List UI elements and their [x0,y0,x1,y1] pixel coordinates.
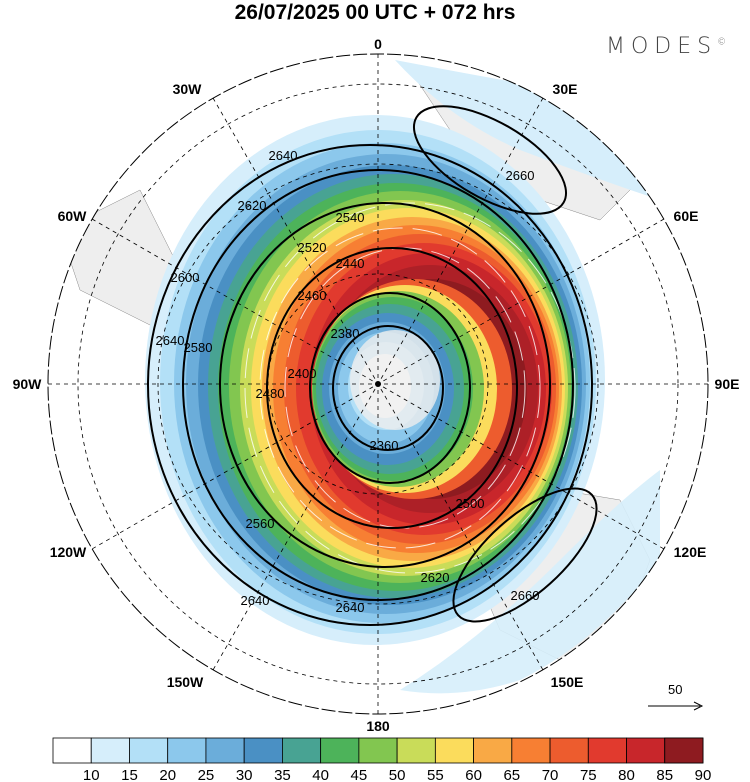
colorbar-swatch [358,737,398,764]
lon-label-90w: 90W [13,376,43,392]
lon-label-180: 180 [366,718,390,734]
contour-label: 2660 [506,168,535,183]
contour-label: 2380 [331,326,360,341]
colorbar-label: 20 [159,767,176,782]
colorbar-label: 40 [312,767,329,782]
contour-label: 2640 [241,593,270,608]
lon-label-120w: 120W [50,544,87,560]
contour-label: 2440 [336,256,365,271]
colorbar-swatch [167,737,207,764]
colorbar-swatch [320,737,360,764]
colorbar-swatch [511,737,551,764]
contour-label: 2580 [184,340,213,355]
colorbar-label: 80 [618,767,635,782]
reference-vector-arrowhead [693,701,704,711]
colorbar-swatch [587,737,627,764]
colorbar-swatch [549,737,589,764]
copyright-mark: © [717,37,727,48]
colorbar-label: 70 [542,767,559,782]
contour-label: 2560 [246,516,275,531]
lon-label-30e: 30E [553,81,578,97]
map-title: 26/07/2025 00 UTC + 072 hrs [234,1,516,24]
contour-label: 2640 [336,600,365,615]
contour-label: 2660 [511,588,540,603]
colorbar-swatch [282,737,322,764]
lon-label-150w: 150W [167,674,204,690]
colorbar-label: 75 [580,767,597,782]
lon-label-120e: 120E [674,544,707,560]
contour-label: 2400 [288,366,317,381]
streamline [259,227,541,549]
colorbar-label: 55 [427,767,444,782]
colorbar-label: 50 [389,767,406,782]
colorbar-swatch [626,737,666,764]
streamline [244,202,576,574]
contour-label: 2520 [298,240,327,255]
colorbar-swatch [129,737,169,764]
wind-band-australia-south [400,470,660,694]
colorbar: 10 15 20 25 30 35 40 45 50 55 60 65 70 75 80 85 90 [52,737,712,782]
contour-label: 2480 [256,386,285,401]
colorbar-swatch [243,737,283,764]
wind-band-africa-south [395,60,660,200]
map-disc [48,54,708,714]
pole-marker [375,381,381,387]
contour-label: 2540 [336,210,365,225]
colorbar-swatch [90,737,130,764]
colorbar-label: 15 [121,767,138,782]
colorbar-label: 45 [351,767,368,782]
lon-label-90e: 90E [715,376,740,392]
colorbar-swatch [664,737,704,764]
lon-label-0: 0 [374,36,382,52]
brand-name: MODES [606,34,718,59]
contour-label: 2600 [171,270,200,285]
colorbar-label: 10 [83,767,100,782]
contour-label: 2360 [370,438,399,453]
colorbar-label: 25 [198,767,215,782]
colorbar-swatch [434,737,474,764]
contour-label: 2640 [156,333,185,348]
colorbar-swatch [473,737,513,764]
lon-label-30w: 30W [173,81,203,97]
colorbar-swatch [205,737,245,764]
height-contours [147,105,598,626]
brand-logo: MODES© [606,34,726,59]
contour-label: 2500 [456,496,485,511]
colorbar-label: 65 [503,767,520,782]
colorbar-label: 85 [656,767,673,782]
contour-label: 2640 [269,148,298,163]
colorbar-label: 90 [695,767,712,782]
colorbar-label: 30 [236,767,253,782]
colorbar-swatch [396,737,436,764]
colorbar-label: 35 [274,767,291,782]
contour-label: 2460 [298,288,327,303]
colorbar-label: 60 [465,767,482,782]
map-border [47,53,709,715]
contour-label: 2620 [238,198,267,213]
lon-label-150e: 150E [551,674,584,690]
lon-label-60e: 60E [674,208,699,224]
lon-label-60w: 60W [58,208,88,224]
colorbar-swatch [52,737,92,764]
contour-label: 2620 [421,570,450,585]
reference-vector-label: 50 [668,682,682,697]
antarctica [350,330,440,430]
contour-labels: 2640 2660 2620 2540 2440 2520 2460 2380 2600 2580… [156,148,540,615]
